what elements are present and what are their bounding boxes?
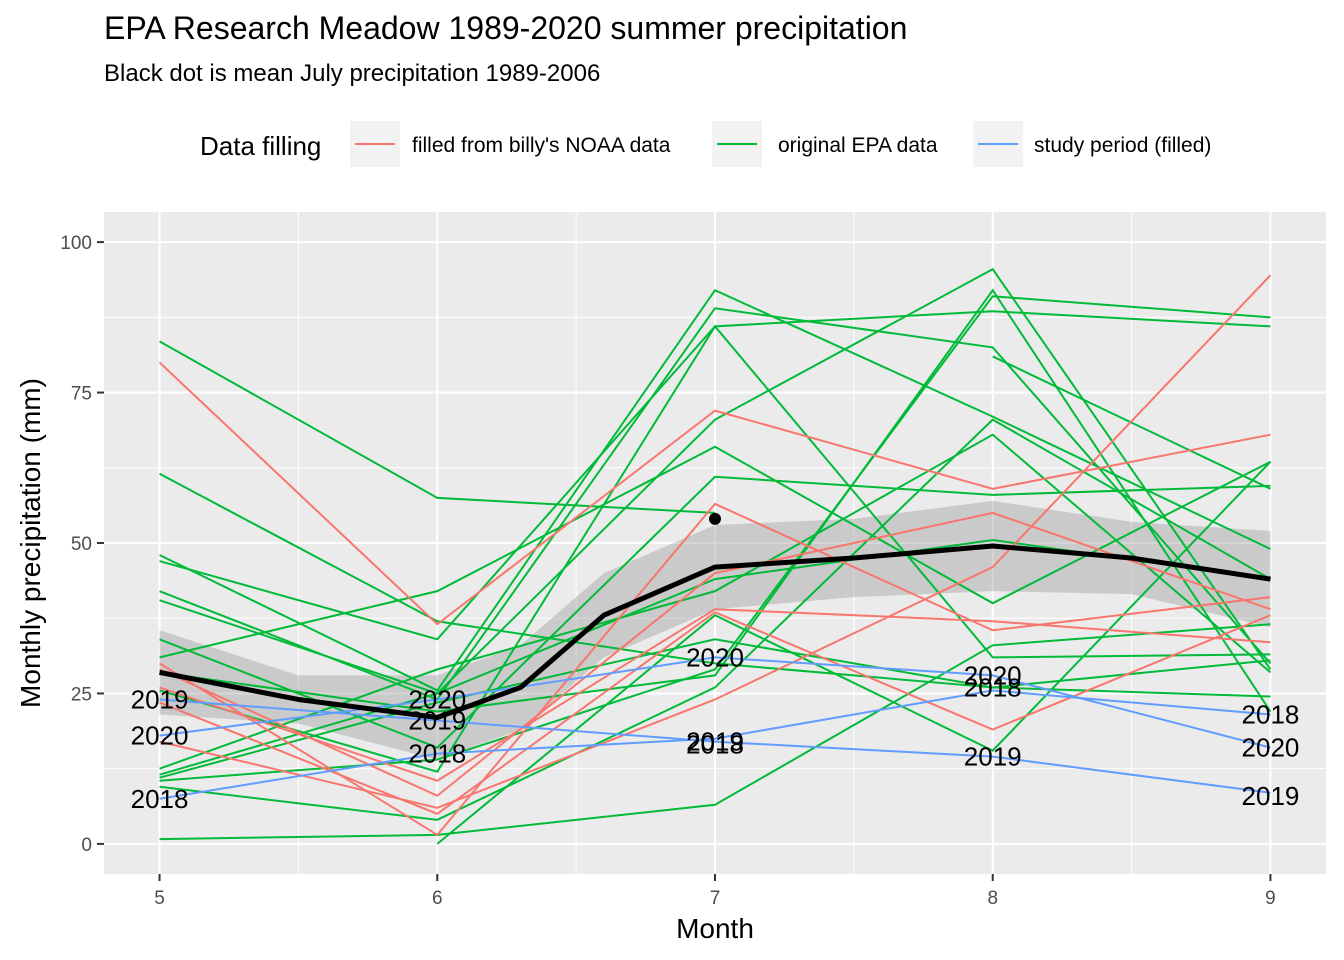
year-label: 2019 xyxy=(686,727,744,757)
series-line xyxy=(159,288,1271,692)
series-line xyxy=(159,288,1272,713)
legend-label-study: study period (filled) xyxy=(1034,134,1211,157)
x-tick-label: 9 xyxy=(1265,888,1276,909)
chart-title: EPA Research Meadow 1989-2020 summer pre… xyxy=(104,10,908,46)
series-line xyxy=(159,267,1272,695)
series-line xyxy=(159,511,1271,797)
series-line xyxy=(159,295,1271,782)
x-tick-label: 8 xyxy=(987,888,998,909)
mean-july-point xyxy=(709,512,721,525)
year-label: 2018 xyxy=(686,730,744,760)
series-line xyxy=(159,274,1272,809)
y-tick-label: 0 xyxy=(81,835,92,856)
series-line xyxy=(159,433,1272,770)
series-line xyxy=(159,324,1271,773)
series-line xyxy=(159,638,1271,779)
series-line xyxy=(436,461,1272,845)
series-line xyxy=(992,355,1271,490)
smooth-trend xyxy=(159,512,1271,721)
series-line xyxy=(159,418,1271,821)
y-tick-label: 25 xyxy=(71,684,92,705)
axes: 5 6 7 8 9 0 25 50 75 100 xyxy=(60,233,1275,909)
legend-label-epa: original EPA data xyxy=(778,134,938,157)
year-label: 2020 xyxy=(131,721,189,751)
year-labels: 2019202020182020201920182020201920182020… xyxy=(131,642,1300,813)
grid-lines xyxy=(104,212,1326,874)
year-label: 2018 xyxy=(131,784,189,814)
series-line xyxy=(159,340,716,514)
series-line xyxy=(159,611,1271,815)
year-label: 2019 xyxy=(1242,781,1300,811)
series-line xyxy=(159,623,1271,841)
y-tick-label: 75 xyxy=(71,384,92,405)
legend-label-noaa: filled from billy's NOAA data xyxy=(412,134,671,157)
year-label: 2018 xyxy=(964,672,1022,702)
year-label: 2020 xyxy=(408,684,466,714)
y-tick-label: 50 xyxy=(71,534,92,555)
legend: Data filling filled from billy's NOAA da… xyxy=(200,121,1211,167)
smooth-line xyxy=(159,543,1271,721)
smooth-confidence-band xyxy=(159,500,1271,760)
chart-subtitle: Black dot is mean July precipitation 198… xyxy=(104,60,601,87)
legend-title: Data filling xyxy=(200,131,321,161)
year-label: 2019 xyxy=(408,706,466,736)
year-label: 2019 xyxy=(131,684,189,714)
year-label: 2020 xyxy=(964,660,1022,690)
y-axis-label: Monthly precipitation (mm) xyxy=(15,378,46,708)
x-axis-label: Month xyxy=(676,913,754,944)
series-line xyxy=(159,608,1271,782)
year-label: 2020 xyxy=(1242,733,1300,763)
x-tick-label: 7 xyxy=(710,888,721,909)
x-tick-label: 6 xyxy=(432,888,443,909)
series-line xyxy=(159,656,1271,749)
year-label: 2019 xyxy=(964,742,1022,772)
x-tick-label: 5 xyxy=(154,888,165,909)
year-label: 2018 xyxy=(408,739,466,769)
y-tick-label: 100 xyxy=(60,233,92,254)
year-label: 2018 xyxy=(1242,700,1300,730)
series-line xyxy=(159,698,1271,794)
confidence-band xyxy=(159,500,1271,760)
year-label: 2020 xyxy=(686,642,744,672)
